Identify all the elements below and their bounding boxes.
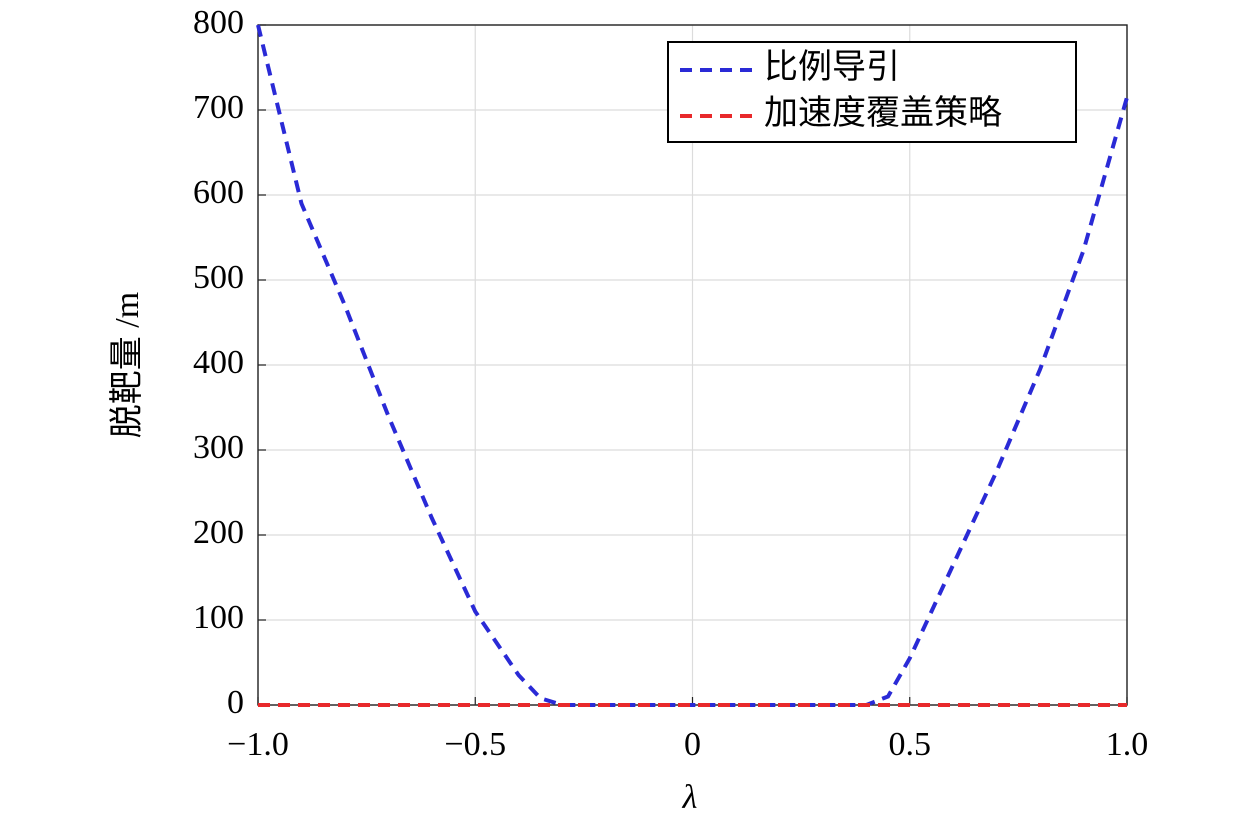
legend-label: 加速度覆盖策略 [764, 94, 1002, 132]
x-axis-label: λ [682, 779, 698, 816]
y-tick-label: 300 [193, 429, 244, 466]
y-tick-label: 0 [227, 684, 244, 721]
x-tick-label: −1.0 [227, 726, 289, 763]
y-tick-label: 400 [193, 344, 244, 381]
x-tick-label: 1.0 [1106, 726, 1149, 763]
legend-box [667, 41, 1077, 143]
y-tick-label: 700 [193, 89, 244, 126]
x-tick-label: 0.5 [889, 726, 932, 763]
y-tick-label: 200 [193, 514, 244, 551]
y-tick-label: 500 [193, 259, 244, 296]
x-tick-label: −0.5 [444, 726, 506, 763]
y-tick-label: 100 [193, 599, 244, 636]
y-tick-label: 800 [193, 4, 244, 41]
x-tick-label: 0 [684, 726, 701, 763]
y-axis-label: 脱靶量 /m [108, 292, 146, 438]
legend-label: 比例导引 [764, 49, 900, 86]
y-tick-label: 600 [193, 174, 244, 211]
